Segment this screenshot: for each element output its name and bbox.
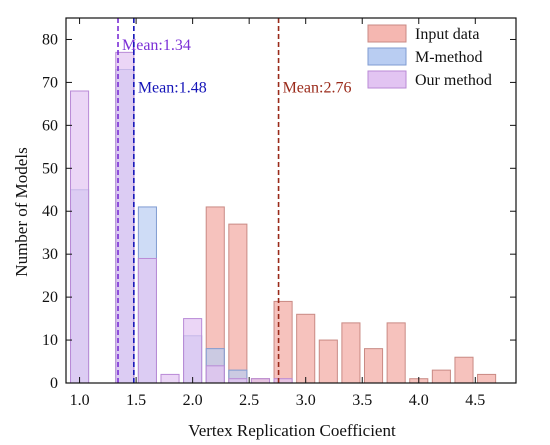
x-tick-label: 3.0 xyxy=(296,392,316,409)
y-axis-label: Number of Models xyxy=(12,147,31,276)
bar-input-data xyxy=(228,223,248,384)
x-tick-label: 4.0 xyxy=(409,392,429,409)
mean-lines-layer: Mean:1.34 Mean:1.48 Mean:2.76 xyxy=(117,18,352,383)
bar-our-method xyxy=(228,378,248,384)
legend-label: Our method xyxy=(415,72,492,89)
legend: Input data M-method Our method xyxy=(367,24,492,89)
bar-our-method xyxy=(205,365,225,384)
bars-layer xyxy=(70,51,497,384)
y-tick-label: 10 xyxy=(42,332,58,349)
y-tick-label: 20 xyxy=(42,289,58,306)
y-tick-label: 0 xyxy=(50,375,58,392)
bar-input-data xyxy=(386,322,406,384)
bar-our-method xyxy=(250,378,271,384)
y-tick-label: 80 xyxy=(42,31,58,48)
bar-our-method xyxy=(160,373,180,384)
bar-input-data xyxy=(454,356,474,384)
mean-label: Mean:1.48 xyxy=(138,80,207,97)
mean-label: Mean:2.76 xyxy=(283,80,352,97)
bar-input-data xyxy=(296,313,316,384)
y-tick-label: 60 xyxy=(42,117,58,134)
y-tick-label: 50 xyxy=(42,160,58,177)
bar-input-data xyxy=(341,322,361,384)
bar-input-data xyxy=(477,373,497,384)
x-tick-label: 4.5 xyxy=(465,392,485,409)
legend-swatch xyxy=(367,70,407,89)
legend-label: M-method xyxy=(415,49,483,66)
y-tick-label: 30 xyxy=(42,246,58,263)
bar-input-data xyxy=(273,300,293,384)
plot-frame xyxy=(65,17,517,384)
x-axis-label: Vertex Replication Coefficient xyxy=(188,421,396,440)
y-tick-label: 70 xyxy=(42,74,58,91)
bar-our-method xyxy=(137,257,157,384)
x-tick-label: 1.5 xyxy=(126,392,146,409)
x-tick-label: 2.5 xyxy=(239,392,259,409)
legend-swatch xyxy=(367,24,407,43)
x-tick-label: 3.5 xyxy=(352,392,372,409)
legend-swatch xyxy=(367,47,407,66)
ticks-layer: 1.0 1.5 2.0 2.5 3.0 3.5 4.0 4.5 0 10 20 30 40 50 60 70 8… xyxy=(42,18,516,409)
bar-input-data xyxy=(318,339,338,384)
bar-input-data xyxy=(431,369,451,384)
bar-our-method xyxy=(70,90,90,384)
bar-our-method xyxy=(183,318,203,384)
bar-our-method xyxy=(273,378,293,384)
bar-input-data xyxy=(363,348,384,384)
x-tick-label: 1.0 xyxy=(70,392,90,409)
y-tick-label: 40 xyxy=(42,203,58,220)
legend-label: Input data xyxy=(415,26,479,43)
plot-border xyxy=(65,17,517,384)
x-tick-label: 2.0 xyxy=(183,392,203,409)
mean-label: Mean:1.34 xyxy=(122,37,191,54)
